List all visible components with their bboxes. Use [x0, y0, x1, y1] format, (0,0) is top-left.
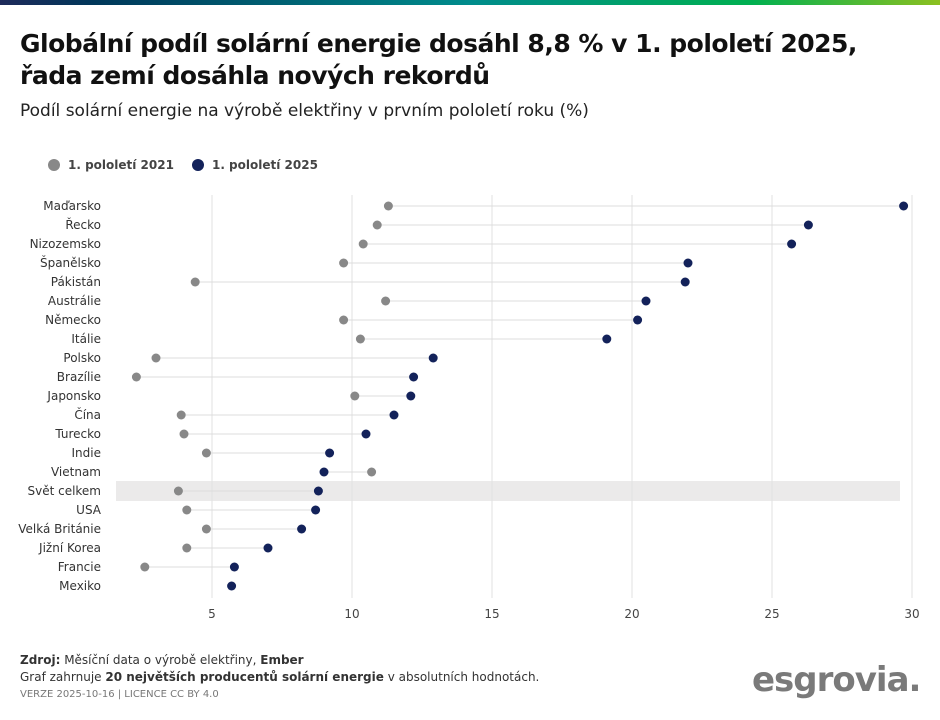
category-label: Velká Británie — [18, 522, 101, 536]
point-2021 — [190, 277, 200, 287]
note-bold: 20 největších producentů solární energie — [105, 670, 384, 684]
source-label: Zdroj: — [20, 653, 61, 667]
legend-item-2025: 1. pololetí 2025 — [191, 158, 318, 172]
point-2025 — [409, 372, 419, 382]
category-label: Mexiko — [59, 579, 101, 593]
point-2021 — [151, 353, 161, 363]
category-label: Indie — [72, 446, 101, 460]
point-2025 — [319, 467, 329, 477]
point-2025 — [263, 543, 273, 553]
point-2021 — [131, 372, 141, 382]
category-label: Turecko — [54, 427, 101, 441]
point-2021 — [381, 296, 391, 306]
category-label: Řecko — [65, 217, 101, 232]
legend-dot-icon — [48, 159, 60, 171]
footer: Zdroj: Měsíční data o výrobě elektřiny, … — [20, 652, 539, 703]
point-2021 — [140, 562, 150, 572]
point-2021 — [350, 391, 360, 401]
point-2021 — [182, 543, 192, 553]
chart-subtitle: Podíl solární energie na výrobě elektřin… — [20, 101, 589, 121]
source-text: Měsíční data o výrobě elektřiny, — [60, 653, 261, 667]
category-label: Německo — [45, 313, 101, 327]
x-tick-label: 10 — [344, 607, 359, 621]
note-text-end: v absolutních hodnotách. — [383, 670, 540, 684]
category-label: Vietnam — [51, 465, 101, 479]
point-2025 — [325, 448, 335, 458]
point-2025 — [313, 486, 323, 496]
point-2021 — [179, 429, 189, 439]
legend-label: 1. pololetí 2021 — [68, 158, 174, 172]
legend-label: 1. pololetí 2025 — [211, 158, 318, 172]
category-label: Japonsko — [46, 389, 101, 403]
category-label: Austrálie — [48, 294, 101, 308]
point-2025 — [361, 429, 371, 439]
point-2025 — [803, 220, 813, 230]
point-2021 — [339, 258, 349, 268]
point-2025 — [389, 410, 399, 420]
point-2021 — [201, 524, 211, 534]
category-label: Svět celkem — [27, 484, 101, 498]
point-2025 — [680, 277, 690, 287]
top-gradient-bar — [0, 0, 940, 5]
point-2021 — [358, 239, 368, 249]
point-2025 — [633, 315, 643, 325]
legend-item-2021: 1. pololetí 2021 — [48, 158, 174, 172]
category-label: Brazílie — [57, 370, 101, 384]
point-2025 — [602, 334, 612, 344]
category-label: Nizozemsko — [30, 237, 101, 251]
point-2025 — [428, 353, 438, 363]
category-label: Španělsko — [40, 255, 101, 270]
category-label: Francie — [58, 560, 101, 574]
point-2025 — [641, 296, 651, 306]
category-label: Polsko — [63, 351, 101, 365]
point-2025 — [899, 201, 909, 211]
legend: 1. pololetí 2021 1. pololetí 2025 — [48, 158, 318, 172]
category-label: USA — [76, 503, 102, 517]
point-2025 — [683, 258, 693, 268]
source-org: Ember — [260, 653, 304, 667]
x-tick-label: 20 — [624, 607, 639, 621]
point-2025 — [229, 562, 239, 572]
point-2021 — [355, 334, 365, 344]
point-2025 — [227, 581, 237, 591]
category-label: Pákistán — [51, 275, 101, 289]
point-2025 — [787, 239, 797, 249]
note-text: Graf zahrnuje — [20, 670, 106, 684]
dot-plot: 5 10 15 20 25 30 Maďarsko Řecko Nizozemsko Španěl… — [18, 195, 920, 621]
point-2025 — [297, 524, 307, 534]
point-2021 — [182, 505, 192, 515]
category-label: Jižní Korea — [38, 541, 101, 555]
point-2025 — [311, 505, 321, 515]
point-2025 — [406, 391, 416, 401]
point-2021 — [201, 448, 211, 458]
chart-title: Globální podíl solární energie dosáhl 8,… — [20, 29, 857, 90]
point-2021 — [372, 220, 382, 230]
point-2021 — [339, 315, 349, 325]
point-2021 — [383, 201, 393, 211]
x-tick-label: 15 — [484, 607, 499, 621]
x-tick-label: 25 — [764, 607, 779, 621]
category-label: Čína — [74, 407, 101, 422]
category-label: Maďarsko — [43, 199, 101, 213]
category-label: Itálie — [71, 332, 101, 346]
esgrovia-logo: esgrovia. — [752, 660, 921, 700]
point-2021 — [173, 486, 183, 496]
x-tick-label: 5 — [208, 607, 216, 621]
point-2021 — [176, 410, 186, 420]
x-tick-label: 30 — [904, 607, 919, 621]
highlight-band — [116, 481, 900, 501]
version-license: VERZE 2025-10-16 | LICENCE CC BY 4.0 — [20, 689, 219, 700]
point-2021 — [367, 467, 377, 477]
legend-dot-icon — [191, 159, 204, 171]
